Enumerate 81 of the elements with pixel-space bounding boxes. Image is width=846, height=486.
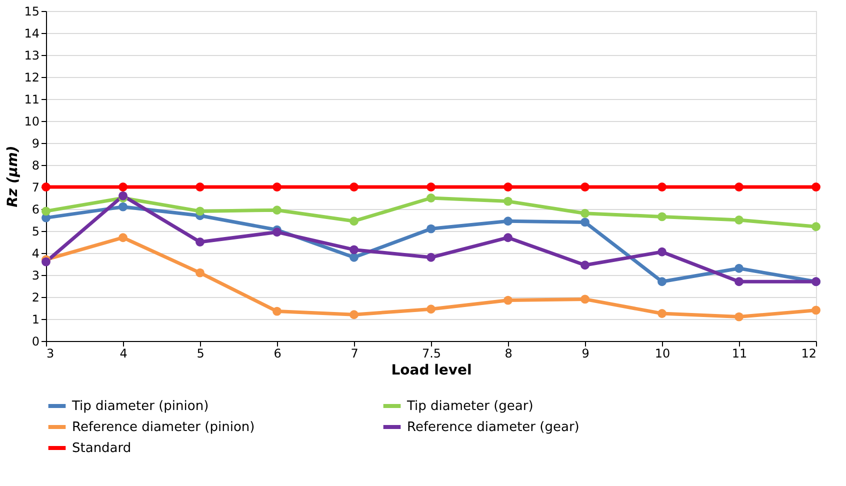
point bbox=[426, 194, 436, 202]
y-tick-label: 14 bbox=[24, 26, 40, 40]
y-tick-label: 5 bbox=[32, 224, 40, 238]
legend-label: Reference diameter (gear) bbox=[407, 420, 580, 435]
y-tick-label: 11 bbox=[24, 92, 40, 106]
point bbox=[658, 277, 666, 286]
y-tick-label: 15 bbox=[24, 4, 40, 18]
y-tick-label: 0 bbox=[32, 334, 40, 348]
point bbox=[658, 212, 666, 222]
point bbox=[658, 309, 666, 318]
point bbox=[504, 296, 512, 305]
x-tick-label: 6 bbox=[274, 346, 282, 360]
point bbox=[196, 238, 204, 246]
point bbox=[272, 182, 282, 192]
y-tick-label: 12 bbox=[24, 70, 40, 84]
point bbox=[658, 247, 666, 256]
x-tick-label: 8 bbox=[504, 346, 512, 360]
point bbox=[504, 233, 512, 242]
point bbox=[734, 264, 744, 273]
y-tick-label: 10 bbox=[24, 114, 40, 128]
point bbox=[658, 182, 666, 192]
point bbox=[42, 182, 50, 192]
point bbox=[118, 182, 128, 192]
y-tick-label: 4 bbox=[32, 246, 40, 260]
point bbox=[504, 216, 512, 226]
point bbox=[426, 224, 436, 234]
point bbox=[196, 182, 204, 192]
point bbox=[350, 310, 358, 320]
point bbox=[42, 206, 50, 216]
point bbox=[734, 312, 744, 322]
point bbox=[272, 228, 282, 237]
point bbox=[118, 233, 128, 242]
point bbox=[812, 306, 820, 315]
x-tick-label: 7 bbox=[350, 346, 358, 360]
point bbox=[196, 268, 204, 278]
point bbox=[734, 216, 744, 224]
point bbox=[196, 206, 204, 216]
point bbox=[580, 260, 590, 270]
point bbox=[272, 306, 282, 316]
x-tick-label: 11 bbox=[732, 346, 748, 360]
point bbox=[350, 252, 358, 262]
y-tick-label: 7 bbox=[32, 180, 40, 194]
point bbox=[734, 277, 744, 286]
point bbox=[426, 304, 436, 314]
point bbox=[504, 182, 512, 192]
point bbox=[580, 182, 590, 192]
x-tick-label: 9 bbox=[582, 346, 590, 360]
y-axis-title: Rz (µm) bbox=[5, 146, 22, 208]
point bbox=[504, 196, 512, 206]
point bbox=[812, 222, 820, 232]
y-tick-label: 9 bbox=[32, 136, 40, 150]
y-tick-label: 2 bbox=[32, 290, 40, 304]
point bbox=[426, 182, 436, 192]
y-tick-label: 8 bbox=[32, 158, 40, 172]
x-tick-label: 3 bbox=[46, 346, 54, 360]
y-tick-label: 1 bbox=[32, 312, 40, 326]
x-tick-label: 5 bbox=[196, 346, 204, 360]
point bbox=[580, 208, 590, 218]
point bbox=[812, 182, 820, 192]
point bbox=[580, 294, 590, 304]
x-tick-label: 7.5 bbox=[422, 346, 442, 360]
point bbox=[350, 245, 358, 254]
legend-label: Reference diameter (pinion) bbox=[72, 420, 255, 435]
x-tick-label: 10 bbox=[654, 346, 670, 360]
point bbox=[118, 202, 128, 212]
legend-label: Standard bbox=[72, 441, 132, 456]
point bbox=[350, 216, 358, 226]
x-tick-label: 4 bbox=[120, 346, 128, 360]
point bbox=[426, 252, 436, 262]
legend-label: Tip diameter (pinion) bbox=[71, 399, 209, 414]
point bbox=[734, 182, 744, 192]
legend-label: Tip diameter (gear) bbox=[406, 399, 534, 414]
point bbox=[350, 182, 358, 192]
y-tick-label: 3 bbox=[32, 268, 40, 282]
x-axis-title: Load level bbox=[391, 362, 472, 378]
y-tick-label: 6 bbox=[32, 202, 40, 216]
x-tick-label: 12 bbox=[801, 346, 816, 360]
y-tick-label: 13 bbox=[24, 48, 40, 62]
point bbox=[272, 206, 282, 215]
point bbox=[580, 218, 590, 227]
point bbox=[118, 191, 128, 200]
